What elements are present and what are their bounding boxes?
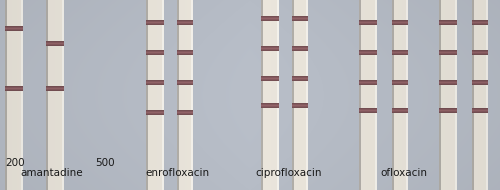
Text: amantadine: amantadine <box>20 168 82 178</box>
Text: 200: 200 <box>5 158 24 168</box>
Text: 500: 500 <box>95 158 114 168</box>
Text: enrofloxacin: enrofloxacin <box>145 168 209 178</box>
Text: ciprofloxacin: ciprofloxacin <box>255 168 322 178</box>
Text: ofloxacin: ofloxacin <box>380 168 427 178</box>
